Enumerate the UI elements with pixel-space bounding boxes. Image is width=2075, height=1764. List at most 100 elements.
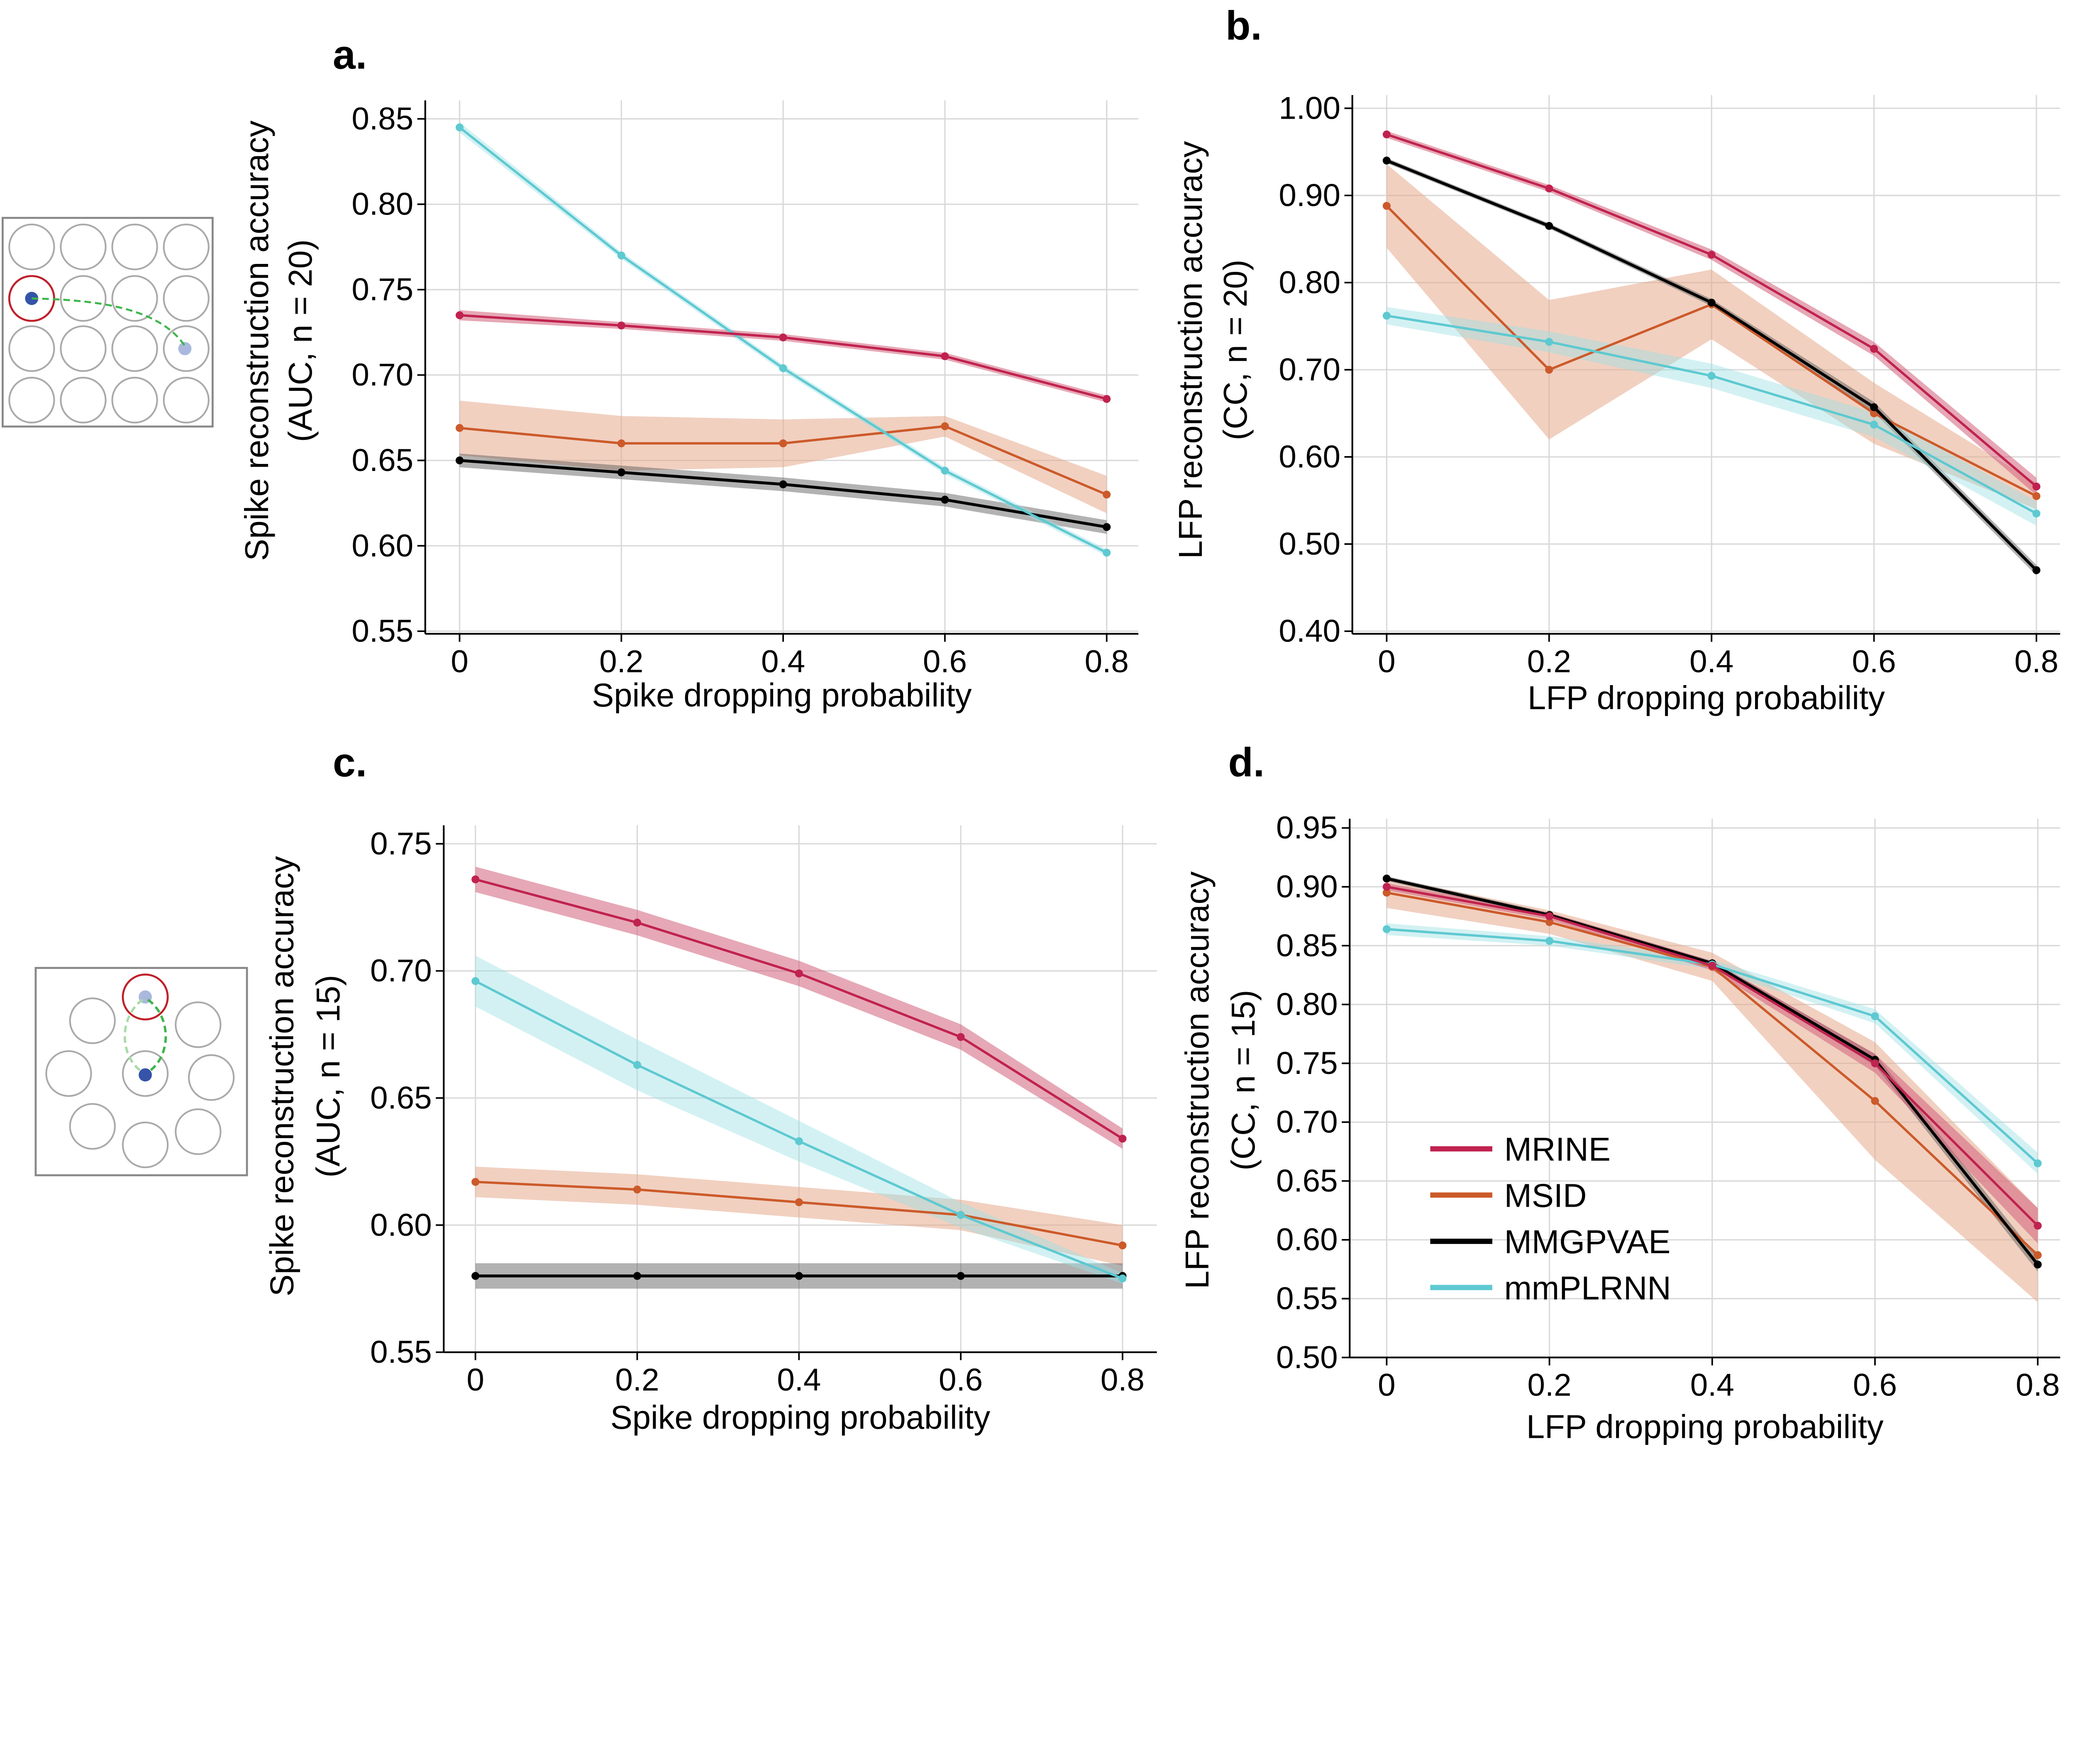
y-tick-label: 0.50: [1276, 1340, 1338, 1375]
dashed-connection: [32, 297, 186, 347]
data-point-mrine: [1707, 251, 1716, 259]
data-point-mmplrnn: [1545, 937, 1554, 945]
data-point-mrine: [941, 352, 949, 361]
data-point-msid: [2032, 492, 2041, 500]
data-point-mmplrnn: [617, 251, 625, 260]
x-tick-label: 0.4: [1690, 1368, 1734, 1403]
data-point-mmgpvae: [941, 495, 949, 504]
chart-panel-b: 0.40 0.50 0.60 0.70 0.80 0.90 1.00 0 0.2 0.4 0.6 0.…: [1172, 2, 2060, 716]
data-point-mrine: [795, 969, 803, 978]
legend-label-msid: MSID: [1504, 1177, 1587, 1214]
y-tick-label: 0.85: [352, 101, 413, 137]
data-point-mmgpvae: [1707, 298, 1716, 307]
y-tick-label: 0.60: [352, 528, 413, 564]
data-point-mmplrnn: [1870, 420, 1878, 429]
y-tick-label: 0.75: [1276, 1046, 1338, 1081]
source-neuron-dot: [139, 1068, 152, 1082]
electrode-circle: [60, 377, 107, 424]
data-point-mmgpvae: [471, 1272, 480, 1280]
x-axis-label: Spike dropping probability: [610, 1399, 991, 1436]
data-point-msid: [1870, 409, 1878, 417]
y-tick-label: 0.55: [1276, 1281, 1338, 1316]
charts: 0.550.600.650.700.750.800.850 0.2 0.4 0.6 0.…: [238, 2, 2060, 1445]
data-point-mmgpvae: [1545, 222, 1553, 230]
data-point-mmplrnn: [1382, 925, 1391, 933]
figure: 0.550.600.650.700.750.800.850 0.2 0.4 0.6 0.…: [1, 2, 2060, 1445]
x-tick-label: 0: [1378, 644, 1395, 679]
electrode-circle: [163, 325, 210, 372]
data-point-mmgpvae: [957, 1272, 965, 1280]
y-tick-label: 0.80: [352, 187, 413, 222]
y-tick-label: 0.55: [352, 614, 413, 649]
y-axis-label: (AUC, n = 15): [310, 975, 347, 1178]
error-band-mmplrnn: [475, 956, 1123, 1284]
data-point-mrine: [455, 311, 464, 320]
data-point-msid: [1103, 490, 1111, 499]
data-point-mmgpvae: [617, 468, 625, 476]
y-axis-label: (CC, n = 15): [1225, 990, 1262, 1170]
x-tick-label: 0.8: [2014, 644, 2058, 679]
electrode-circle: [188, 1054, 235, 1101]
data-point-mrine: [779, 333, 787, 342]
data-point-mmgpvae: [455, 456, 464, 465]
electrode-circle: [60, 325, 107, 372]
electrode-circle: [111, 377, 158, 424]
data-point-mmplrnn: [795, 1137, 803, 1145]
data-point-mrine: [1545, 184, 1553, 193]
electrode-circles: [8, 223, 210, 424]
electrode-circle: [111, 223, 158, 271]
x-tick-label: 0.8: [2016, 1368, 2060, 1403]
y-tick-label: 0.75: [370, 826, 432, 861]
error-band-mmplrnn: [1387, 307, 2037, 526]
data-point-msid: [1871, 1097, 1879, 1105]
data-point-mrine: [2034, 1222, 2042, 1230]
electrode-circle: [163, 275, 210, 322]
electrode-circles: [45, 997, 235, 1169]
electrode-circle: [175, 1001, 222, 1048]
data-point-mmplrnn: [455, 123, 464, 132]
data-point-mmgpvae: [1382, 874, 1391, 883]
y-tick-label: 0.80: [1279, 265, 1340, 300]
electrode-circle: [175, 1108, 222, 1155]
data-point-mmplrnn: [1103, 549, 1111, 557]
x-tick-label: 0.4: [777, 1362, 821, 1398]
electrode-circle: [122, 1121, 169, 1169]
electrode-circle: [163, 377, 210, 424]
electrode-grid-inset-1: [1, 217, 214, 428]
chart-panel-a: 0.55 0.60 0.65 0.70 0.75 0.80 0.85 0 0.2 0.4 0.6 0.…: [238, 32, 1139, 714]
electrode-circle: [8, 377, 55, 424]
y-tick-label: 0.70: [370, 953, 432, 988]
data-point-mmgpvae: [795, 1272, 803, 1280]
electrode-circle: [45, 1050, 92, 1097]
y-tick-label: 0.70: [1276, 1105, 1338, 1140]
data-point-msid: [1545, 366, 1553, 374]
error-band-mmplrnn: [1387, 923, 2038, 1174]
data-point-mmplrnn: [471, 977, 480, 985]
y-tick-label: 0.50: [1279, 527, 1340, 562]
data-point-mrine: [2032, 482, 2041, 491]
x-tick-label: 0.6: [923, 644, 967, 679]
electrode-circle: [163, 223, 210, 271]
data-point-mrine: [1103, 395, 1111, 403]
x-axis-label: Spike dropping probability: [592, 677, 972, 714]
data-point-mmplrnn: [2034, 1159, 2042, 1168]
electrode-circle: [60, 223, 107, 271]
y-tick-label: 1.00: [1279, 90, 1340, 126]
y-axis-label: LFP reconstruction accuracy: [1179, 871, 1216, 1289]
data-point-mmplrnn: [779, 364, 787, 372]
data-point-msid: [1382, 202, 1391, 210]
x-tick-label: 0: [466, 1362, 484, 1398]
electrode-circle: [122, 1050, 169, 1097]
data-point-mrine: [471, 875, 480, 883]
y-tick-label: 0.55: [370, 1335, 432, 1370]
data-point-msid: [633, 1186, 641, 1194]
dropped-neuron-dot: [178, 342, 192, 356]
y-axis-label: Spike reconstruction accuracy: [238, 120, 275, 561]
data-point-msid: [455, 424, 464, 432]
y-axis-label: LFP reconstruction accuracy: [1172, 141, 1209, 559]
electrode-circle: [60, 275, 107, 322]
y-tick-label: 0.60: [1279, 439, 1340, 475]
data-point-mrine: [1870, 345, 1878, 353]
y-axis-label: (AUC, n = 20): [282, 239, 319, 442]
electrode-circle: [111, 325, 158, 372]
